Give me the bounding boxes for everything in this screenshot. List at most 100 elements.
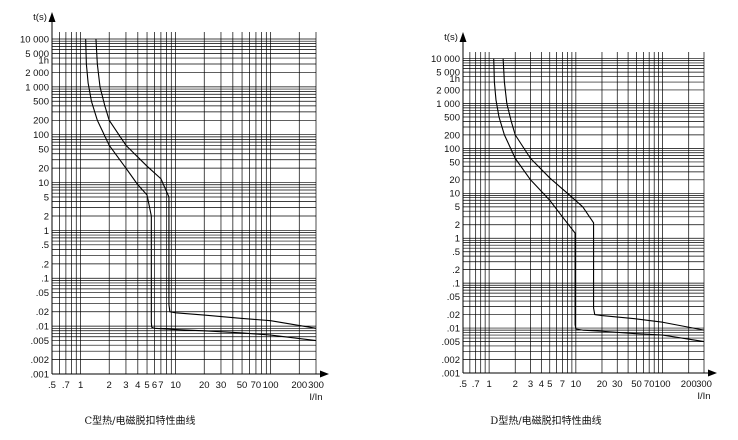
y-tick-label: .005 (31, 336, 50, 347)
y-tick-label: .002 (442, 355, 461, 366)
axes (459, 32, 717, 377)
series-line-upper (502, 58, 705, 331)
x-tick-label: 7 (560, 379, 565, 390)
grid (51, 32, 317, 375)
y-tick-label: .2 (41, 259, 49, 270)
y-tick-label: 10 000 (20, 34, 49, 45)
y-tick-label: 5 (44, 192, 49, 203)
x-tick-label: 100 (655, 379, 671, 390)
x-tick-label: 4 (539, 379, 544, 390)
series-line-lower (85, 38, 317, 342)
y-tick-label: 100 (444, 144, 460, 155)
y-axis-title: t(s) (444, 32, 458, 43)
x-tick-label: 30 (216, 380, 227, 391)
y-tick-label: 500 (444, 112, 460, 123)
x-tick-label: .5 (48, 380, 56, 391)
y-tick-label: 1 (455, 234, 460, 245)
y-axis-arrow (459, 32, 467, 42)
x-tick-label: 2 (513, 379, 518, 390)
series-line-lower (493, 58, 705, 343)
x-tick-label: 2 (107, 380, 112, 391)
x-tick-label: 300 (696, 379, 712, 390)
x-tick-label: 70 (644, 379, 655, 390)
x-tick-labels: .5 .7 1 2 3 4 5 7 10 20 30 50 70 100 200 300 (459, 379, 712, 390)
x-tick-label: 1 (486, 379, 491, 390)
y-tick-label: .005 (442, 337, 461, 348)
x-tick-label: 100 (263, 380, 279, 391)
x-tick-label: 200 (681, 379, 697, 390)
y-axis-title: t(s) (33, 12, 47, 23)
y-tick-label: .5 (41, 240, 49, 251)
y-tick-label: 100 (33, 130, 49, 141)
y-tick-label: 10 (38, 178, 49, 189)
series (85, 38, 317, 342)
y-tick-label: 200 (33, 116, 49, 127)
y-tick-label: 500 (33, 97, 49, 108)
x-axis-title: I/In (697, 391, 710, 402)
y-tick-label: .2 (452, 265, 460, 276)
x-tick-label: 5 (547, 379, 552, 390)
y-tick-label: 2 000 (436, 85, 460, 96)
y-tick-label: 10 000 (431, 54, 460, 65)
chart-title: D型热/电磁脱扣特性曲线 (490, 414, 601, 427)
y-tick-label: .001 (442, 368, 461, 379)
y-tick-label: 2 000 (25, 68, 49, 79)
x-tick-label: 200 (291, 380, 307, 391)
x-axis-title: I/In (309, 392, 322, 403)
y-tick-label: 50 (38, 145, 49, 156)
x-tick-label: 10 (170, 380, 181, 391)
y-tick-label: .05 (36, 288, 49, 299)
series (493, 58, 705, 343)
x-tick-label: 70 (251, 380, 262, 391)
x-tick-label: 3 (123, 380, 128, 391)
series-line-upper (95, 38, 317, 329)
y-tick-label: 200 (444, 130, 460, 141)
x-axis-arrow (320, 370, 329, 378)
x-tick-label: 50 (631, 379, 642, 390)
y-tick-label: 1 (44, 226, 49, 237)
y-tick-label: 5 000 (436, 67, 460, 78)
y-tick-label: .01 (36, 322, 49, 333)
y-tick-label: 1h (449, 74, 460, 85)
x-tick-label: 5 (144, 380, 149, 391)
x-tick-label: 1 (78, 380, 83, 391)
y-tick-label: .01 (447, 323, 460, 334)
x-tick-label: 6 (152, 380, 157, 391)
x-tick-label: 4 (135, 380, 140, 391)
y-tick-label: .02 (447, 310, 460, 321)
y-tick-label: .05 (447, 292, 460, 303)
y-tick-label: .001 (31, 369, 50, 380)
y-tick-label: 1 000 (25, 82, 49, 93)
x-tick-label: 10 (571, 379, 582, 390)
x-tick-label: .7 (472, 379, 480, 390)
y-tick-label: .5 (452, 247, 460, 258)
y-tick-label: 1 000 (436, 99, 460, 110)
x-tick-label: 50 (237, 380, 248, 391)
y-tick-label: 20 (38, 164, 49, 175)
x-tick-labels: .5 .7 1 2 3 4 5 6 7 10 20 30 50 70 100 200 300 (48, 380, 324, 391)
y-tick-label: 50 (449, 157, 460, 168)
x-tick-label: .5 (459, 379, 467, 390)
y-tick-label: 2 (44, 211, 49, 222)
x-tick-label: 3 (528, 379, 533, 390)
y-tick-label: 5 (455, 202, 460, 213)
x-axis-arrow (708, 369, 717, 377)
y-axis-arrow (48, 12, 56, 22)
y-tick-label: .002 (31, 355, 50, 366)
chart-title: C型热/电磁脱扣特性曲线 (84, 414, 195, 427)
x-tick-label: 7 (158, 380, 163, 391)
y-tick-label: 20 (449, 175, 460, 186)
x-tick-label: 300 (308, 380, 324, 391)
grid (462, 52, 705, 374)
y-tick-label: .02 (36, 307, 49, 318)
y-tick-label: .1 (41, 274, 49, 285)
x-tick-label: .7 (62, 380, 70, 391)
y-tick-label: 1h (38, 56, 49, 67)
x-tick-label: 20 (597, 379, 608, 390)
y-tick-label: 5 000 (25, 49, 49, 60)
